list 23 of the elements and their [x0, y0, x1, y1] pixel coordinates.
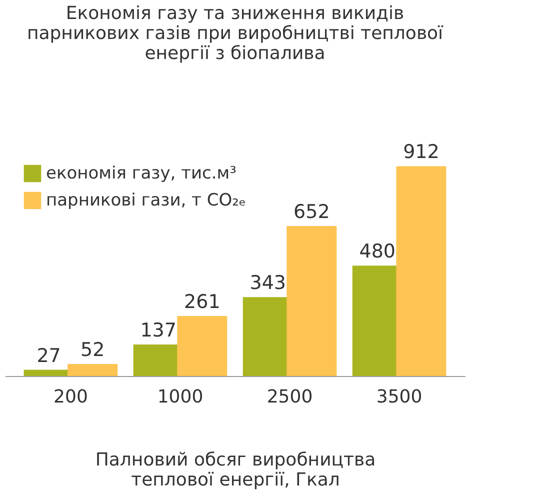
text: парникових газів при виробництві теплової [26, 23, 444, 44]
text: Палновий обсяг виробництва [95, 450, 376, 470]
x-tick-label: 1000 [157, 386, 204, 408]
data-label: 27 [36, 344, 61, 367]
data-label: 261 [184, 290, 220, 313]
data-label: 137 [140, 319, 176, 342]
legend-label: економія газу, тис.м³ [46, 164, 236, 184]
bar [396, 166, 446, 376]
data-label: 52 [80, 339, 105, 362]
text: теплової енергії, Гкал [131, 470, 340, 490]
data-label: 652 [294, 201, 330, 224]
x-tick-label: 200 [54, 386, 88, 408]
bar [68, 364, 118, 376]
text: енергії з біопалива [144, 43, 326, 64]
data-label: 912 [403, 141, 440, 164]
x-tick-label: 2500 [266, 386, 313, 408]
legend-label: парникові гази, т CO₂ₑ [46, 190, 246, 210]
bar [177, 316, 228, 376]
text: Економія газу та зниження викидів [66, 3, 404, 24]
x-tick-label: 3500 [376, 386, 422, 408]
data-label: 343 [250, 272, 286, 294]
bar [286, 226, 337, 376]
data-label: 480 [359, 240, 396, 263]
